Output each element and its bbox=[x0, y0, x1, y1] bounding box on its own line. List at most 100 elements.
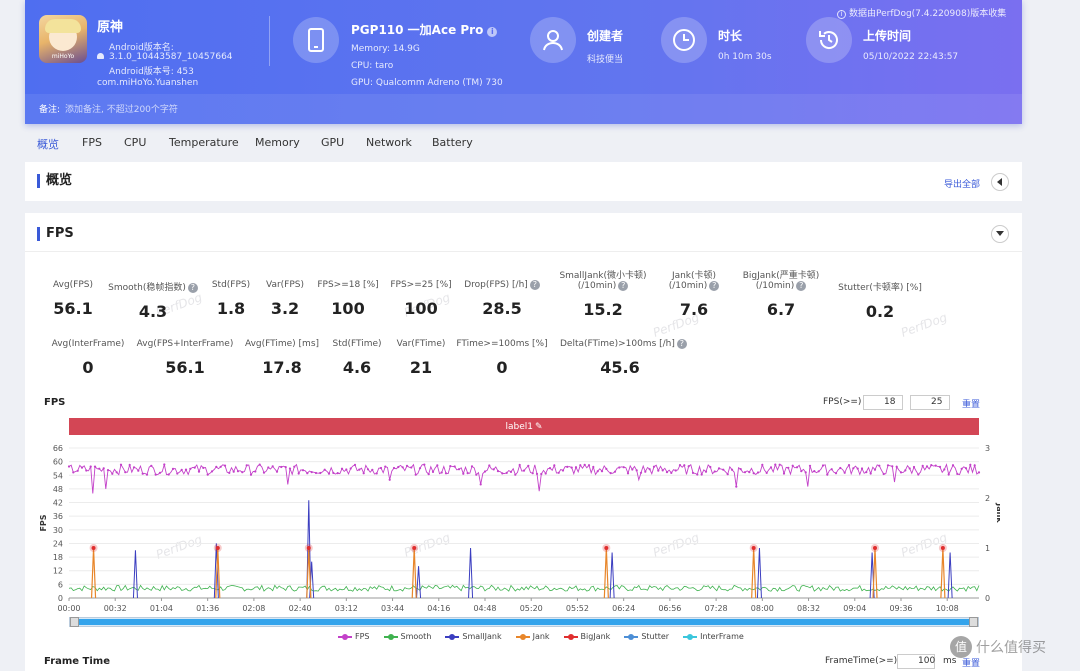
tab-network[interactable]: Network bbox=[366, 136, 412, 149]
fps-point bbox=[427, 473, 430, 476]
fps-point bbox=[839, 466, 842, 470]
fps-point bbox=[930, 464, 933, 467]
fps-point bbox=[709, 465, 712, 469]
fps-point bbox=[748, 471, 751, 474]
history-icon bbox=[819, 31, 838, 49]
tab-cpu[interactable]: CPU bbox=[124, 136, 147, 149]
export-all-link[interactable]: 导出全部 bbox=[944, 180, 981, 190]
device-info-icon[interactable]: i bbox=[487, 27, 498, 37]
help-icon[interactable]: ? bbox=[529, 280, 540, 290]
slider-handle-left[interactable] bbox=[70, 617, 79, 627]
fps-point bbox=[332, 471, 335, 474]
duration-icon-circle bbox=[661, 17, 707, 63]
time-range-slider[interactable] bbox=[69, 617, 979, 627]
fps-point bbox=[301, 469, 305, 472]
stat-item: Stutter(卡顿率) [%] 0.2 bbox=[820, 280, 940, 321]
overview-title: 概览 bbox=[37, 174, 72, 188]
app-icon-label: miHoYo bbox=[51, 53, 75, 60]
fps-point bbox=[288, 467, 292, 470]
help-icon[interactable]: ? bbox=[676, 339, 687, 349]
fps-point bbox=[67, 465, 71, 468]
fps-point bbox=[492, 468, 495, 471]
legend-item[interactable]: SmallJank bbox=[445, 632, 502, 641]
fps-point bbox=[453, 465, 456, 468]
device-icon-circle bbox=[293, 17, 339, 63]
fps-point bbox=[241, 471, 244, 474]
fps-point bbox=[327, 472, 331, 475]
legend-item[interactable]: FPS bbox=[338, 632, 370, 641]
fps-threshold-input-2[interactable]: 25 bbox=[910, 395, 950, 410]
fps-point bbox=[280, 465, 283, 469]
fps-reset-link[interactable]: 重置 bbox=[962, 400, 981, 410]
fps-point bbox=[670, 471, 673, 474]
collapse-button[interactable] bbox=[991, 173, 1009, 191]
remark-input[interactable]: 添加备注, 不超过200个字符 bbox=[65, 105, 178, 115]
slider-handle-right[interactable] bbox=[969, 617, 978, 627]
x-tick-label: 02:08 bbox=[242, 604, 265, 613]
stat-value: 6.7 bbox=[766, 300, 796, 319]
header-divider bbox=[269, 16, 270, 66]
stat-label: Avg(FTime) [ms] bbox=[222, 339, 342, 349]
creator-value: 科技便当 bbox=[587, 55, 624, 65]
tab-temperature[interactable]: Temperature bbox=[169, 136, 239, 149]
fps-point bbox=[366, 468, 370, 471]
legend-item[interactable]: Jank bbox=[515, 632, 550, 641]
fps-point bbox=[102, 467, 105, 470]
help-icon[interactable]: ? bbox=[709, 281, 720, 291]
fps-point bbox=[644, 470, 647, 473]
tab-battery[interactable]: Battery bbox=[432, 136, 473, 149]
help-icon[interactable]: ? bbox=[796, 281, 807, 291]
tab-gpu[interactable]: GPU bbox=[321, 136, 345, 149]
legend-item[interactable]: Stutter bbox=[624, 632, 669, 641]
stat-label: Drop(FPS) [/h]? bbox=[442, 280, 562, 290]
fps-point bbox=[548, 467, 552, 470]
fps-point bbox=[696, 473, 699, 476]
smalljank-spike bbox=[468, 547, 474, 599]
fps-point bbox=[626, 472, 630, 475]
fps-point bbox=[869, 472, 872, 475]
smalljank-spike bbox=[306, 500, 312, 599]
fps-threshold-input-1[interactable]: 18 bbox=[863, 395, 903, 410]
tab-overview[interactable]: 概览 bbox=[37, 138, 59, 151]
smalljank-spike bbox=[213, 543, 219, 599]
fps-point bbox=[652, 465, 656, 468]
fps-point bbox=[310, 471, 313, 474]
stat-label-text: Avg(FTime) [ms] bbox=[244, 339, 320, 349]
help-icon[interactable]: ? bbox=[618, 281, 629, 291]
y2-tick-label: 0 bbox=[985, 594, 990, 603]
stat-value: 4.3 bbox=[138, 302, 168, 321]
bigjank-marker bbox=[412, 546, 417, 550]
frametime-reset-link[interactable]: 重置 bbox=[962, 659, 981, 669]
stat-value: 28.5 bbox=[482, 299, 522, 318]
fps-point bbox=[977, 471, 981, 474]
fps-point bbox=[219, 465, 222, 468]
help-icon[interactable]: ? bbox=[187, 283, 198, 293]
edit-icon[interactable]: ✎ bbox=[534, 421, 543, 432]
fps-point bbox=[470, 465, 474, 468]
legend-item[interactable]: InterFrame bbox=[683, 632, 744, 641]
fps-collapse-button[interactable] bbox=[991, 225, 1009, 243]
legend-label: FPS bbox=[355, 632, 370, 641]
x-tick-label: 06:56 bbox=[658, 604, 681, 613]
x-tick-label: 07:28 bbox=[705, 604, 728, 613]
frametime-threshold-input[interactable]: 100 bbox=[897, 654, 935, 669]
label-band[interactable]: label1 ✎ bbox=[69, 418, 979, 435]
stat-item: FPS>=18 [%] 100 bbox=[288, 280, 408, 318]
y-tick-label: 54 bbox=[53, 471, 63, 480]
y-tick-label: 66 bbox=[53, 444, 63, 453]
fps-point bbox=[410, 466, 413, 469]
tab-memory[interactable]: Memory bbox=[255, 136, 300, 149]
smalljank-spike bbox=[132, 550, 138, 599]
fps-point bbox=[210, 470, 214, 473]
legend-item[interactable]: Smooth bbox=[383, 632, 431, 641]
android-version-text: 3.1.0_10443587_10457664 bbox=[109, 52, 233, 62]
fps-point bbox=[596, 470, 599, 473]
tab-fps[interactable]: FPS bbox=[82, 136, 102, 149]
stat-item: Jank(卡顿) (/10min)? 7.6 bbox=[634, 271, 754, 319]
fps-point bbox=[600, 470, 604, 473]
legend-item[interactable]: BigJank bbox=[563, 632, 610, 641]
fps-point bbox=[574, 466, 578, 469]
legend-swatch bbox=[563, 633, 578, 640]
frametime-threshold-label: FrameTime(>=) bbox=[825, 656, 898, 666]
